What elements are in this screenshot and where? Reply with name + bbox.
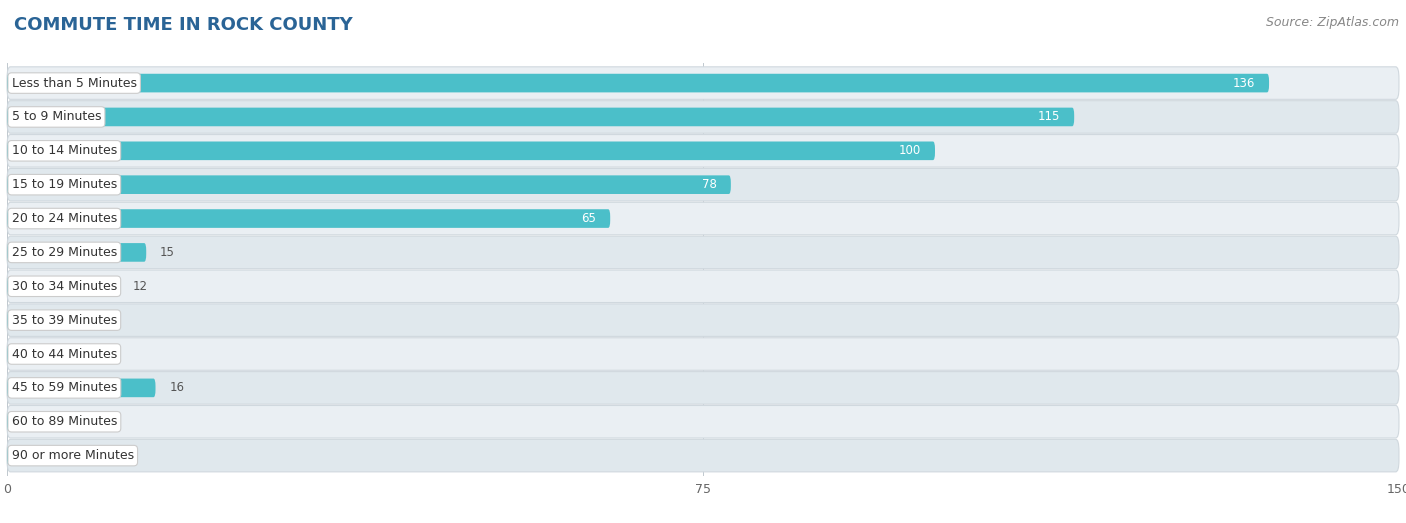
Text: 45 to 59 Minutes: 45 to 59 Minutes: [11, 381, 117, 394]
Text: 30 to 34 Minutes: 30 to 34 Minutes: [11, 280, 117, 293]
FancyBboxPatch shape: [7, 439, 1399, 472]
Text: 65: 65: [582, 212, 596, 225]
FancyBboxPatch shape: [7, 74, 1270, 93]
FancyBboxPatch shape: [7, 134, 1399, 167]
Text: 136: 136: [1233, 76, 1256, 89]
FancyBboxPatch shape: [7, 67, 1399, 99]
FancyBboxPatch shape: [7, 101, 1399, 133]
FancyBboxPatch shape: [7, 209, 610, 228]
FancyBboxPatch shape: [7, 236, 1399, 269]
Text: 20 to 24 Minutes: 20 to 24 Minutes: [11, 212, 117, 225]
FancyBboxPatch shape: [7, 345, 82, 363]
FancyBboxPatch shape: [7, 446, 53, 465]
FancyBboxPatch shape: [7, 372, 1399, 404]
FancyBboxPatch shape: [7, 142, 935, 160]
Text: 115: 115: [1038, 110, 1060, 123]
Text: 16: 16: [170, 381, 184, 394]
Text: 4: 4: [58, 415, 66, 428]
Text: 78: 78: [702, 178, 717, 191]
Text: 5: 5: [67, 314, 75, 327]
Text: 90 or more Minutes: 90 or more Minutes: [11, 449, 134, 462]
FancyBboxPatch shape: [7, 338, 1399, 370]
FancyBboxPatch shape: [7, 243, 146, 262]
FancyBboxPatch shape: [7, 175, 731, 194]
FancyBboxPatch shape: [7, 202, 1399, 235]
Text: Source: ZipAtlas.com: Source: ZipAtlas.com: [1265, 16, 1399, 29]
FancyBboxPatch shape: [7, 413, 44, 431]
FancyBboxPatch shape: [7, 379, 156, 397]
FancyBboxPatch shape: [7, 277, 118, 295]
FancyBboxPatch shape: [7, 304, 1399, 336]
Text: 25 to 29 Minutes: 25 to 29 Minutes: [11, 246, 117, 259]
FancyBboxPatch shape: [7, 108, 1074, 126]
FancyBboxPatch shape: [7, 270, 1399, 302]
Text: 100: 100: [898, 144, 921, 157]
Text: 5: 5: [67, 449, 75, 462]
Text: 5 to 9 Minutes: 5 to 9 Minutes: [11, 110, 101, 123]
Text: 15 to 19 Minutes: 15 to 19 Minutes: [11, 178, 117, 191]
Text: COMMUTE TIME IN ROCK COUNTY: COMMUTE TIME IN ROCK COUNTY: [14, 16, 353, 33]
Text: 60 to 89 Minutes: 60 to 89 Minutes: [11, 415, 117, 428]
Text: 8: 8: [96, 347, 103, 360]
Text: 40 to 44 Minutes: 40 to 44 Minutes: [11, 347, 117, 360]
FancyBboxPatch shape: [7, 168, 1399, 201]
Text: Less than 5 Minutes: Less than 5 Minutes: [11, 76, 136, 89]
Text: 10 to 14 Minutes: 10 to 14 Minutes: [11, 144, 117, 157]
Text: 15: 15: [160, 246, 174, 259]
FancyBboxPatch shape: [7, 405, 1399, 438]
FancyBboxPatch shape: [7, 311, 53, 329]
Text: 12: 12: [132, 280, 148, 293]
Text: 35 to 39 Minutes: 35 to 39 Minutes: [11, 314, 117, 327]
